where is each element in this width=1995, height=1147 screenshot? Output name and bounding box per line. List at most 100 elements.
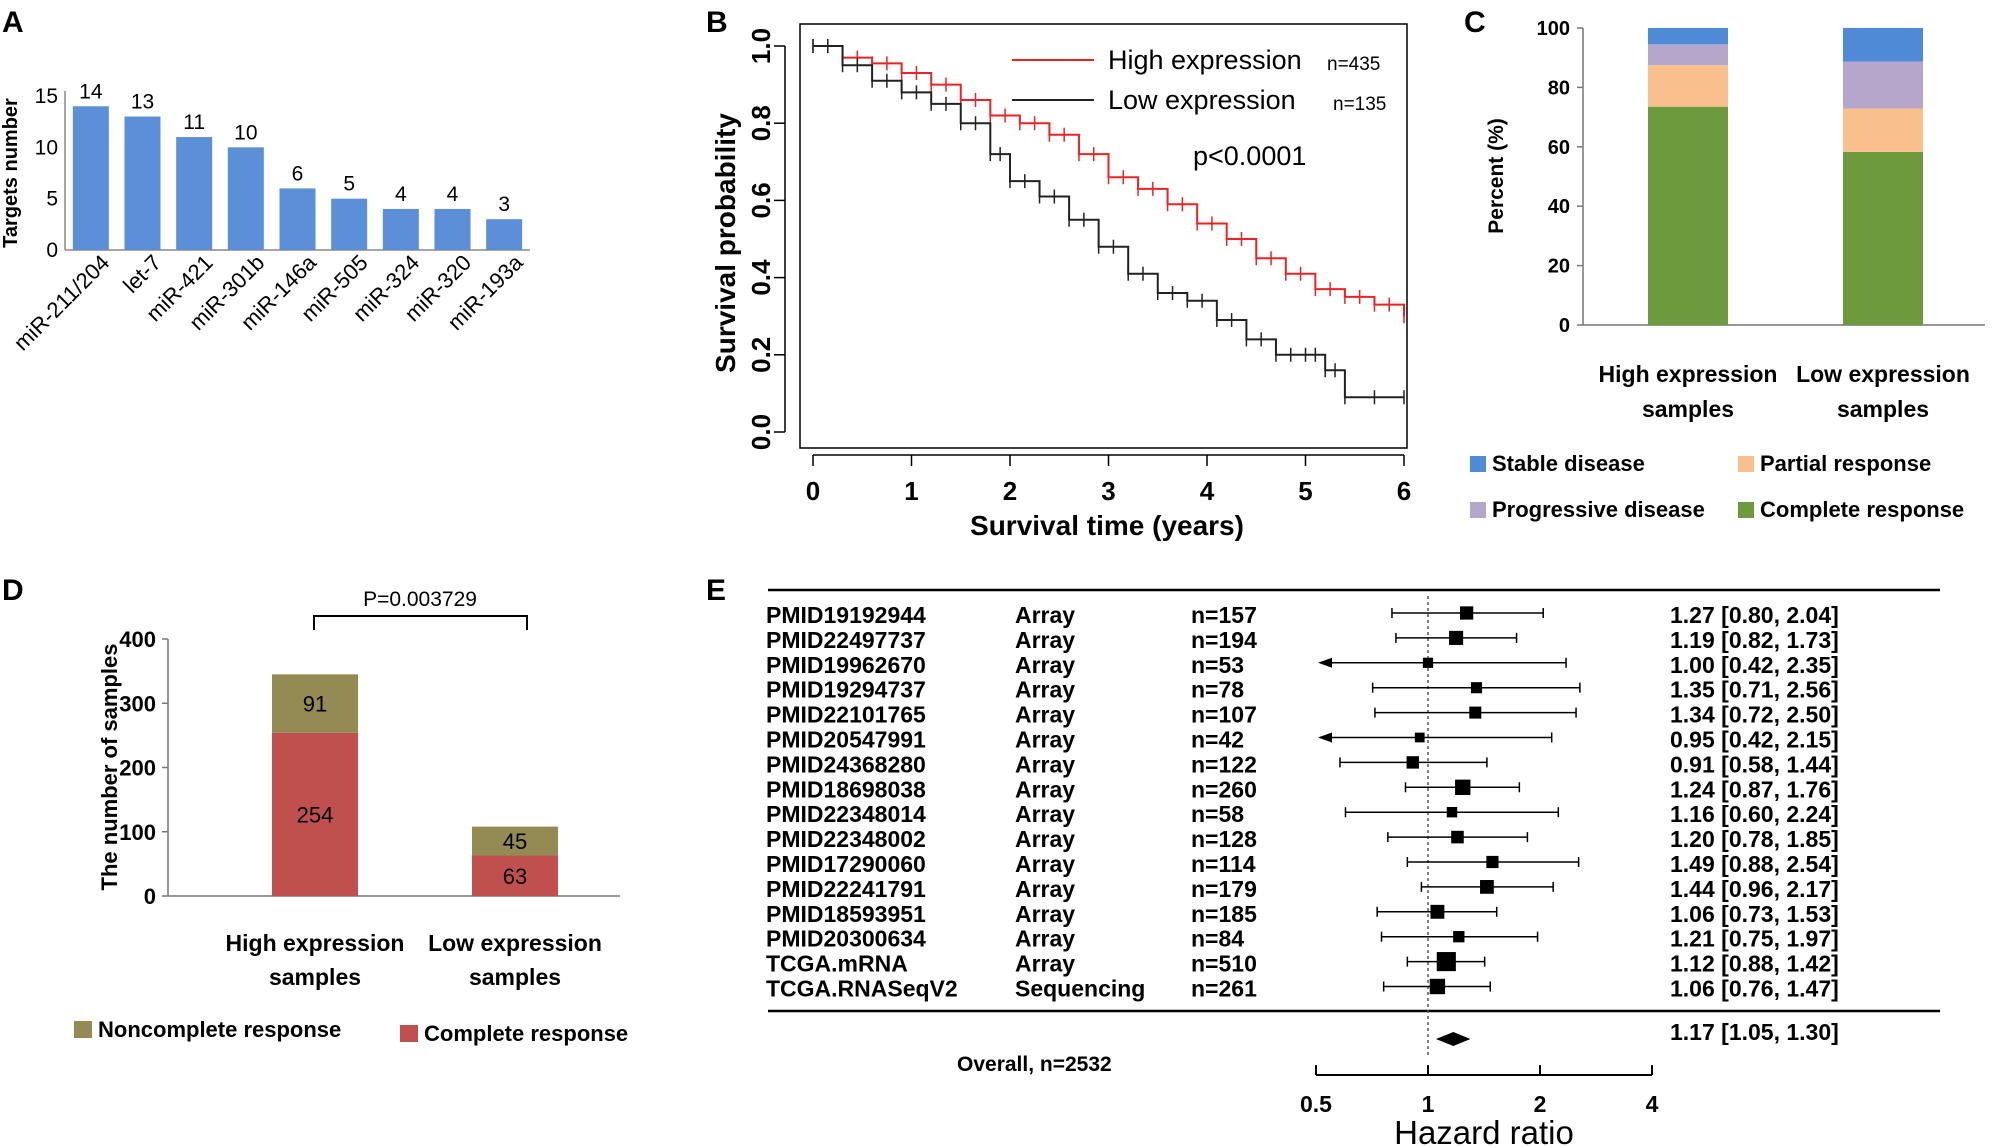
- segment-label: 45: [503, 829, 527, 854]
- legend-swatch: [400, 1025, 418, 1042]
- y-tick-label: 5: [46, 188, 58, 211]
- y-axis-title: Targets number: [0, 98, 22, 248]
- study-ci-text: 1.34 [0.72, 2.50]: [1670, 702, 1839, 728]
- legend-swatch: [1470, 456, 1486, 472]
- bar: [382, 208, 419, 250]
- hazard-ratio-marker: [1446, 806, 1458, 818]
- panel-label-c: C: [1464, 6, 1486, 39]
- legend-swatch: [1738, 502, 1754, 518]
- censor-marks-low: [812, 39, 1405, 405]
- study-platform: Sequencing: [1015, 976, 1145, 1002]
- legend-label: High expression: [1108, 45, 1302, 75]
- study-name: TCGA.mRNA: [766, 951, 908, 977]
- y-tick-label: 0: [1559, 315, 1570, 337]
- study-ci-text: 1.27 [0.80, 2.04]: [1670, 602, 1839, 628]
- overall-diamond: [1435, 1032, 1471, 1046]
- stacked-bar-segment: [1843, 28, 1923, 62]
- study-platform: Array: [1015, 901, 1075, 927]
- x-tick-label: samples: [1642, 396, 1734, 422]
- bar: [227, 147, 264, 250]
- stacked-bar-segment: [1648, 106, 1728, 325]
- overall-label: Overall, n=2532: [957, 1053, 1112, 1076]
- y-tick-label: 0.4: [746, 259, 776, 296]
- data-label: 6: [292, 162, 304, 185]
- segment-label: 91: [303, 692, 327, 717]
- hazard-ratio-marker: [1469, 706, 1482, 719]
- y-tick-label: 400: [119, 627, 156, 652]
- study-name: PMID20300634: [766, 926, 926, 952]
- legend-label: Progressive disease: [1492, 497, 1705, 522]
- stacked-bar-segment: [272, 732, 358, 896]
- legend-label: Low expression: [1108, 85, 1296, 115]
- y-tick-label: 40: [1548, 196, 1570, 218]
- study-ci-text: 1.12 [0.88, 1.42]: [1670, 951, 1839, 977]
- stacked-bar-segment: [1648, 44, 1728, 66]
- x-tick-label: High expression: [1599, 361, 1778, 387]
- study-n: n=122: [1191, 751, 1257, 777]
- study-platform: Array: [1015, 826, 1075, 852]
- study-ci-text: 0.91 [0.58, 1.44]: [1670, 751, 1839, 777]
- study-ci-text: 1.35 [0.71, 2.56]: [1670, 677, 1839, 703]
- legend-label: Complete response: [424, 1021, 628, 1046]
- study-platform: Array: [1015, 851, 1075, 877]
- plot-frame: [799, 23, 1408, 449]
- significance-bracket: [313, 615, 528, 630]
- legend-swatch: [1470, 502, 1486, 518]
- y-axis-title: Survival probability: [710, 113, 741, 373]
- x-tick-label: samples: [269, 964, 361, 990]
- y-axis-title: Percent (%): [1485, 118, 1508, 234]
- bar: [434, 208, 471, 250]
- hazard-ratio-marker: [1422, 657, 1434, 668]
- data-label: 10: [234, 121, 257, 144]
- stacked-bar-segment: [1648, 28, 1728, 45]
- study-platform: Array: [1015, 926, 1075, 952]
- hazard-ratio-marker: [1414, 732, 1425, 743]
- bar: [124, 116, 161, 251]
- p-value-annotation: P=0.003729: [363, 588, 477, 611]
- data-label: 3: [498, 193, 510, 216]
- x-tick-label: 4: [1200, 476, 1215, 506]
- study-name: PMID22101765: [766, 702, 926, 728]
- study-ci-text: 1.19 [0.82, 1.73]: [1670, 627, 1839, 653]
- data-label: 14: [79, 80, 103, 103]
- bar: [279, 188, 316, 250]
- panel-b-survival-curve: 0 1 2 3 4 5 6 0.0 0.2 0.4 0.6 0.8 1.0 Survival time (…: [710, 23, 1411, 541]
- data-label: 4: [447, 183, 459, 206]
- data-label: 11: [183, 111, 205, 134]
- x-tick-label: Low expression: [1796, 361, 1970, 387]
- data-label: 4: [395, 183, 407, 206]
- study-name: PMID17290060: [766, 851, 926, 877]
- legend-label: Partial response: [1760, 451, 1931, 476]
- data-label: 13: [131, 91, 154, 114]
- x-tick-label: miR-211/204: [9, 250, 115, 356]
- hazard-ratio-marker: [1436, 952, 1456, 972]
- x-axis-title: Hazard ratio: [1394, 1114, 1574, 1147]
- study-ci-text: 1.06 [0.76, 1.47]: [1670, 976, 1839, 1002]
- stacked-bar-segment: [1648, 65, 1728, 107]
- study-n: n=42: [1191, 727, 1244, 753]
- legend-swatch: [74, 1021, 92, 1038]
- study-name: PMID19294737: [766, 677, 926, 703]
- bar: [176, 137, 213, 250]
- study-n: n=194: [1191, 627, 1257, 653]
- study-platform: Array: [1015, 652, 1075, 678]
- y-tick-label: 0: [144, 884, 156, 909]
- study-n: n=107: [1191, 702, 1257, 728]
- x-tick-label: 3: [1101, 476, 1115, 506]
- study-ci-text: 1.44 [0.96, 2.17]: [1670, 876, 1839, 902]
- study-name: PMID22241791: [766, 876, 926, 902]
- study-platform: Array: [1015, 776, 1075, 802]
- study-name: PMID20547991: [766, 727, 926, 753]
- study-name: TCGA.RNASeqV2: [766, 976, 958, 1002]
- hazard-ratio-marker: [1430, 904, 1445, 919]
- y-tick-label: 0.0: [746, 414, 776, 450]
- stacked-bar-segment: [1843, 151, 1923, 325]
- overall-ci-text: 1.17 [1.05, 1.30]: [1670, 1019, 1839, 1045]
- y-tick-label: 0.2: [746, 337, 776, 373]
- study-platform: Array: [1015, 876, 1075, 902]
- study-name: PMID22497737: [766, 627, 926, 653]
- hazard-ratio-marker: [1429, 978, 1446, 995]
- legend-label: Complete response: [1760, 497, 1964, 522]
